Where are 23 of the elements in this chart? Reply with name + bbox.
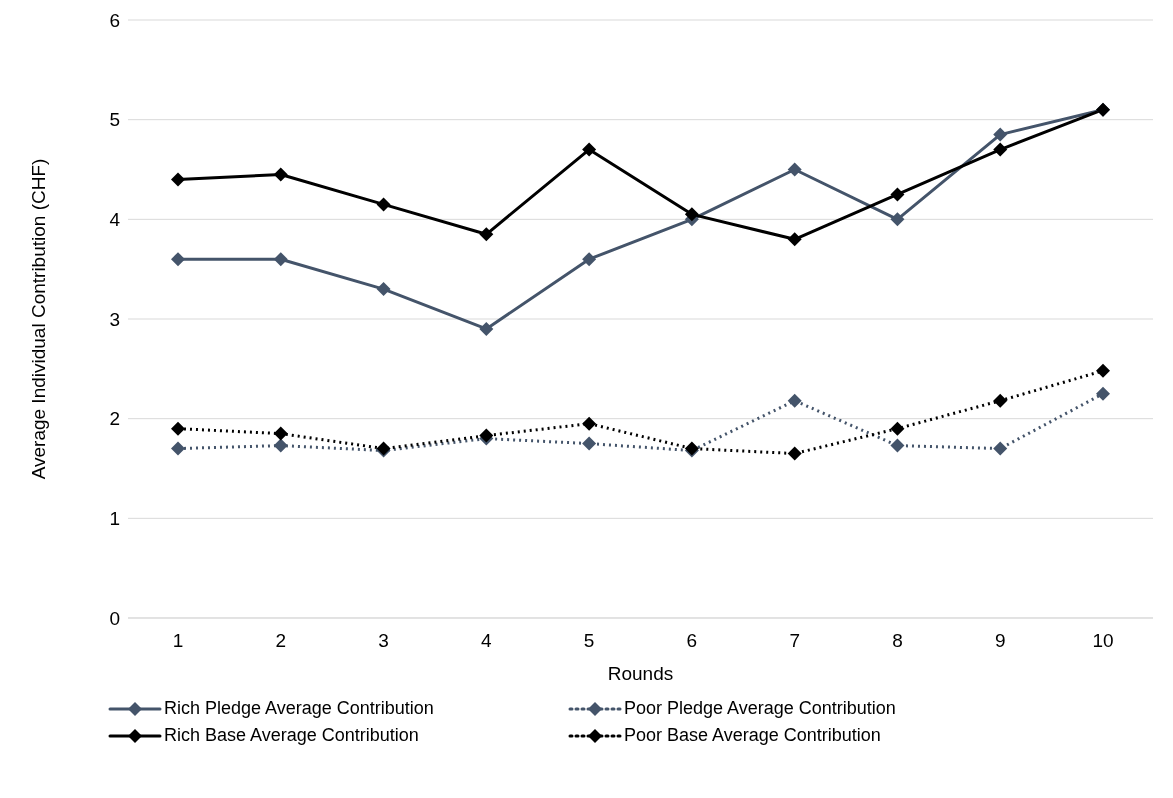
- x-tick-label: 10: [1092, 630, 1114, 652]
- y-tick-label: 6: [109, 9, 120, 31]
- y-tick-label: 1: [109, 508, 120, 530]
- x-tick-label: 8: [892, 630, 903, 652]
- legend-label: Rich Pledge Average Contribution: [164, 698, 434, 718]
- x-tick-label: 5: [583, 630, 595, 652]
- legend-label: Poor Base Average Contribution: [624, 725, 881, 745]
- x-tick-label: 6: [686, 630, 698, 652]
- x-axis-title: Rounds: [607, 663, 674, 684]
- x-tick-label: 3: [378, 630, 389, 652]
- x-tick-label: 1: [172, 630, 184, 652]
- y-tick-label: 3: [109, 308, 120, 330]
- y-tick-label: 0: [109, 607, 120, 629]
- x-tick-label: 4: [481, 630, 493, 652]
- y-tick-label: 5: [109, 109, 120, 131]
- x-tick-label: 9: [994, 630, 1006, 652]
- y-tick-label: 2: [109, 408, 120, 430]
- x-tick-label: 7: [789, 630, 800, 652]
- legend-label: Rich Base Average Contribution: [164, 725, 419, 745]
- x-tick-label: 2: [275, 630, 287, 652]
- y-axis-title: Average Individual Contribution (CHF): [27, 158, 49, 480]
- y-tick-label: 4: [109, 209, 121, 231]
- legend-label: Poor Pledge Average Contribution: [624, 698, 896, 718]
